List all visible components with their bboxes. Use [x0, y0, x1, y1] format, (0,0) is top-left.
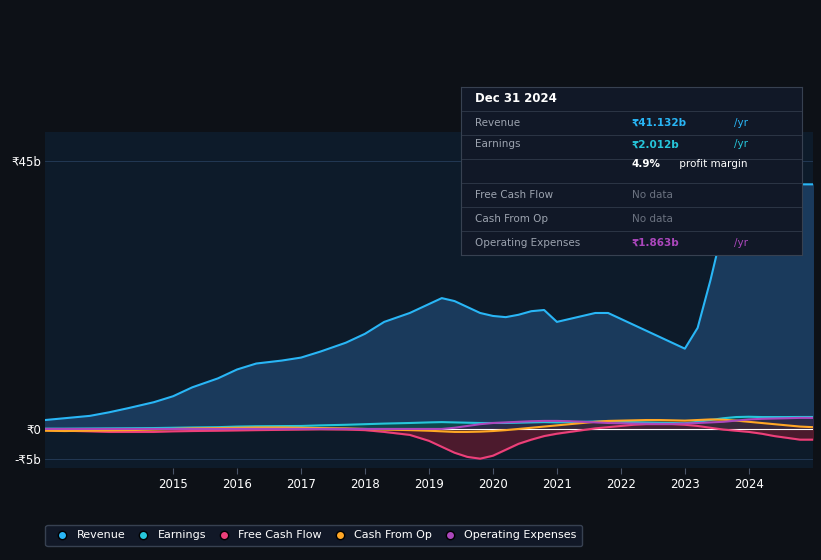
Text: ₹41.132b: ₹41.132b: [632, 118, 687, 128]
Text: ₹2.012b: ₹2.012b: [632, 139, 680, 150]
Text: No data: No data: [632, 214, 672, 224]
Text: /yr: /yr: [734, 118, 748, 128]
Text: /yr: /yr: [734, 238, 748, 248]
Text: Revenue: Revenue: [475, 118, 521, 128]
Text: Earnings: Earnings: [475, 139, 521, 150]
Text: Cash From Op: Cash From Op: [475, 214, 548, 224]
Text: 4.9%: 4.9%: [632, 158, 661, 169]
Text: /yr: /yr: [734, 139, 748, 150]
Text: Dec 31 2024: Dec 31 2024: [475, 92, 557, 105]
Text: profit margin: profit margin: [676, 158, 748, 169]
Text: Free Cash Flow: Free Cash Flow: [475, 190, 553, 200]
Legend: Revenue, Earnings, Free Cash Flow, Cash From Op, Operating Expenses: Revenue, Earnings, Free Cash Flow, Cash …: [45, 525, 582, 546]
Text: Operating Expenses: Operating Expenses: [475, 238, 580, 248]
Text: No data: No data: [632, 190, 672, 200]
Text: ₹1.863b: ₹1.863b: [632, 238, 680, 248]
